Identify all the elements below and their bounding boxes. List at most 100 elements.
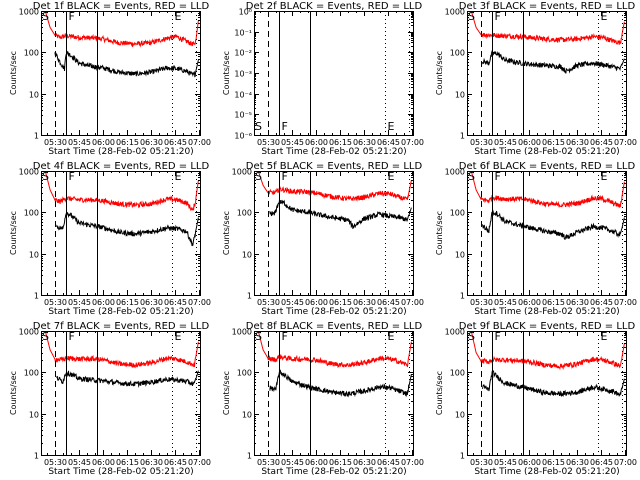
- marker-label-f: F: [495, 10, 501, 23]
- y-axis-label: Counts/sec: [222, 211, 231, 255]
- x-tick-label: 06:45: [164, 298, 187, 307]
- y-axis-label: Counts/sec: [222, 51, 231, 95]
- x-tick-label: 05:45: [281, 298, 304, 307]
- y-tick-label: 10: [455, 411, 465, 420]
- x-tick-label: 07:00: [401, 138, 424, 147]
- x-tick-label: 05:30: [257, 298, 280, 307]
- marker-label-e: E: [388, 120, 395, 133]
- panel-title: Det 7f BLACK = Events, RED = LLD: [33, 321, 210, 332]
- x-tick-label: 06:15: [329, 458, 352, 467]
- x-tick-label: 07:00: [614, 138, 637, 147]
- x-tick-label: 05:45: [68, 138, 91, 147]
- x-tick-label: 06:15: [329, 138, 352, 147]
- marker-label-s: S: [468, 10, 475, 23]
- y-tick-label: 10⁻³: [234, 70, 252, 79]
- x-tick-label: 06:45: [590, 458, 613, 467]
- marker-label-s: S: [468, 170, 475, 183]
- plot-frame: [41, 171, 201, 296]
- x-tick-label: 06:30: [566, 458, 589, 467]
- series-events: [269, 369, 412, 398]
- marker-label-e: E: [601, 330, 608, 343]
- x-tick-label: 07:00: [401, 298, 424, 307]
- y-tick-label: 100: [450, 49, 465, 58]
- y-tick-label: 10⁻²: [234, 49, 252, 58]
- marker-label-e: E: [175, 10, 182, 23]
- marker-label-s: S: [255, 330, 262, 343]
- y-tick-label: 10⁻⁴: [234, 91, 252, 100]
- x-tick-label: 06:00: [92, 138, 115, 147]
- plot-area: [257, 331, 412, 398]
- y-tick-label: 10⁰: [239, 8, 252, 17]
- x-tick-label: 05:30: [470, 298, 493, 307]
- panel-title: Det 5f BLACK = Events, RED = LLD: [246, 161, 423, 172]
- panel-title: Det 1f BLACK = Events, RED = LLD: [33, 1, 210, 12]
- y-tick-label: 10⁻⁶: [234, 132, 252, 141]
- plot-frame: [467, 331, 627, 456]
- x-tick-label: 06:30: [353, 138, 376, 147]
- x-tick-label: 07:00: [614, 298, 637, 307]
- y-axis-label: Counts/sec: [9, 211, 18, 255]
- marker-label-e: E: [388, 170, 395, 183]
- y-tick-label: 1000: [445, 168, 465, 177]
- x-tick-label: 05:45: [494, 458, 517, 467]
- x-axis-label: Start Time (28-Feb-02 05:21:20): [48, 467, 193, 477]
- x-tick-label: 05:30: [470, 138, 493, 147]
- y-tick-label: 1: [247, 292, 252, 301]
- panel-det-2f: Det 2f BLACK = Events, RED = LLD S F E 10⁰ 10…: [222, 1, 424, 157]
- x-tick-label: 06:00: [305, 458, 328, 467]
- y-axis-label: Counts/sec: [435, 51, 444, 95]
- x-tick-label: 06:45: [377, 458, 400, 467]
- x-tick-label: 05:45: [281, 138, 304, 147]
- x-axis-label: Start Time (28-Feb-02 05:21:20): [474, 147, 619, 157]
- x-tick-label: 06:45: [377, 298, 400, 307]
- marker-label-s: S: [255, 120, 262, 133]
- marker-label-e: E: [601, 10, 608, 23]
- marker-label-f: F: [282, 120, 288, 133]
- x-tick-label: 07:00: [614, 458, 637, 467]
- y-tick-label: 100: [450, 209, 465, 218]
- x-tick-label: 06:15: [542, 298, 565, 307]
- y-tick-label: 1: [460, 292, 465, 301]
- y-axis-label: Counts/sec: [222, 371, 231, 415]
- y-axis-label: Counts/sec: [9, 371, 18, 415]
- marker-label-e: E: [601, 170, 608, 183]
- marker-label-s: S: [42, 330, 49, 343]
- y-tick-label: 100: [24, 209, 39, 218]
- x-tick-label: 05:30: [470, 458, 493, 467]
- plot-area: [470, 11, 625, 74]
- y-tick-label: 100: [450, 369, 465, 378]
- y-tick-label: 1: [34, 452, 39, 461]
- y-tick-label: 1: [34, 132, 39, 141]
- x-tick-label: 06:30: [566, 138, 589, 147]
- y-tick-label: 1000: [19, 8, 39, 17]
- x-tick-label: 06:15: [542, 458, 565, 467]
- y-tick-label: 1000: [445, 8, 465, 17]
- x-tick-label: 05:45: [494, 298, 517, 307]
- plot-area: [257, 171, 412, 229]
- series-lld: [44, 331, 199, 369]
- x-tick-label: 06:00: [518, 298, 541, 307]
- x-tick-label: 05:30: [257, 138, 280, 147]
- marker-label-s: S: [255, 170, 262, 183]
- plot-frame: [467, 171, 627, 296]
- x-tick-label: 06:45: [377, 138, 400, 147]
- x-tick-label: 06:45: [590, 138, 613, 147]
- x-axis-label: Start Time (28-Feb-02 05:21:20): [48, 307, 193, 317]
- x-tick-label: 05:45: [281, 458, 304, 467]
- series-lld: [44, 171, 199, 211]
- x-tick-label: 06:00: [92, 298, 115, 307]
- x-tick-label: 06:00: [518, 458, 541, 467]
- x-axis-label: Start Time (28-Feb-02 05:21:20): [48, 147, 193, 157]
- y-tick-label: 1000: [232, 328, 252, 337]
- series-events: [482, 369, 625, 397]
- y-tick-label: 10: [455, 251, 465, 260]
- y-tick-label: 10⁻⁵: [234, 111, 252, 120]
- marker-label-s: S: [468, 330, 475, 343]
- x-tick-label: 06:30: [140, 138, 163, 147]
- y-tick-label: 100: [237, 369, 252, 378]
